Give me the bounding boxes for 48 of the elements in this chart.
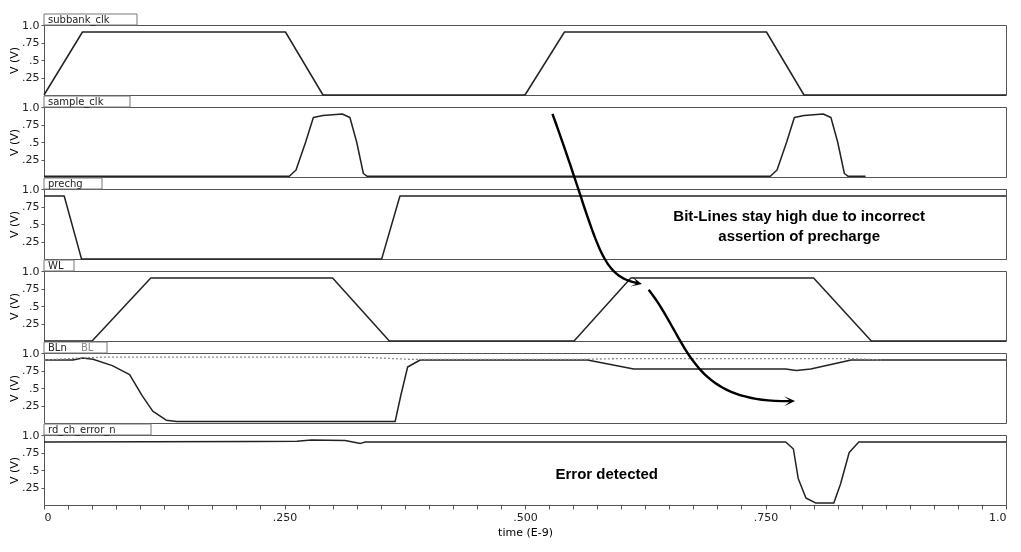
- y-tick-label: .75: [22, 36, 40, 49]
- y-tick-label: .25: [22, 71, 40, 84]
- series-label: BL: [81, 342, 94, 353]
- y-tick-label: .5: [29, 381, 40, 395]
- y-tick-label: .25: [22, 399, 40, 412]
- y-axis-title: V (V): [8, 128, 22, 157]
- y-axis-title: V (V): [8, 210, 22, 239]
- y-tick-label: 1.0: [22, 182, 40, 196]
- y-tick-label: 1.0: [22, 264, 40, 278]
- series-label: BLn: [48, 342, 67, 353]
- y-tick-label: .5: [29, 135, 40, 149]
- y-axis-title: V (V): [8, 46, 22, 75]
- x-axis-title: time (E-9): [498, 525, 553, 539]
- y-tick-label: .25: [22, 481, 40, 494]
- annotation: Bit-Lines stay high due to incorrect assertion of precharge: [673, 206, 926, 244]
- line-series: [43, 357, 1007, 423]
- y-tick-label: .5: [29, 217, 40, 231]
- text: WL: [48, 260, 64, 271]
- y-tick-label: .75: [22, 118, 40, 131]
- series-label: prechg: [48, 178, 83, 189]
- y-tick-label: .75: [22, 200, 40, 213]
- x-tick-label: .250: [272, 510, 298, 524]
- line-series: [43, 439, 1007, 504]
- x-tick-label: .500: [513, 510, 538, 524]
- x-tick-label: 1.0: [989, 510, 1007, 524]
- y-axis-title: V (V): [8, 374, 22, 403]
- y-tick-label: .5: [29, 463, 40, 477]
- y-tick-label: .5: [29, 53, 40, 67]
- y-tick-label: 1.0: [22, 100, 40, 114]
- y-tick-label: .25: [22, 153, 40, 166]
- x-tick-label: 0: [44, 510, 52, 524]
- y-tick-label: 1.0: [22, 18, 40, 32]
- y-axis-title: V (V): [8, 292, 22, 321]
- y-tick-label: .25: [22, 317, 40, 330]
- y-tick-label: .75: [22, 282, 40, 295]
- y-axis-title: V (V): [8, 456, 22, 485]
- line-series: [43, 113, 867, 178]
- y-tick-label: .75: [22, 446, 40, 459]
- y-tick-label: .75: [22, 364, 40, 377]
- x-tick-label: .750: [753, 510, 779, 524]
- series-label: subbank_clk: [48, 14, 110, 26]
- annotation: Error detected: [555, 464, 659, 482]
- series-label: rd_ch_error_n: [48, 424, 116, 436]
- y-tick-label: .5: [29, 299, 40, 313]
- y-tick-label: 1.0: [22, 428, 40, 442]
- text: sample_clk: [48, 96, 104, 108]
- y-tick-label: .25: [22, 235, 40, 248]
- y-tick-label: 1.0: [22, 346, 40, 360]
